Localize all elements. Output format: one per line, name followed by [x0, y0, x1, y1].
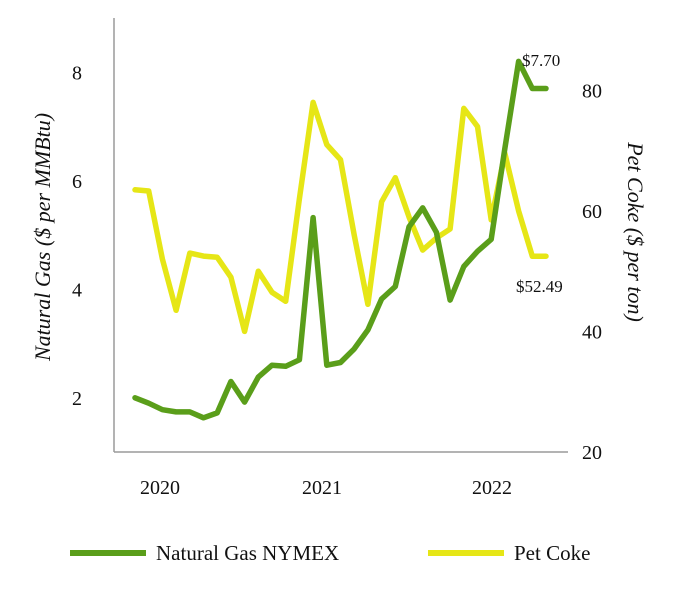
legend-label-pet-coke: Pet Coke: [514, 541, 590, 565]
x-tick-label: 2020: [140, 477, 180, 499]
x-tick-label: 2021: [302, 477, 342, 499]
y-left-tick-label: 2: [72, 388, 82, 410]
series-lines: [132, 58, 549, 421]
axes: [113, 18, 568, 453]
y-right-ticks: 20 40 60 80: [582, 80, 602, 464]
y-left-ticks: 2 4 6 8: [72, 62, 82, 410]
y-right-tick-label: 20: [582, 442, 602, 464]
y-right-axis-title: Pet Coke ($ per ton): [623, 141, 648, 322]
x-ticks: 2020 2021 2022: [140, 477, 512, 499]
y-right-tick-label: 40: [582, 321, 602, 343]
y-right-tick-label: 80: [582, 80, 602, 102]
y-left-tick-label: 4: [72, 279, 82, 301]
annotation-natural-gas-last: $7.70: [522, 51, 560, 70]
legend-label-natural-gas: Natural Gas NYMEX: [156, 541, 339, 565]
y-left-tick-label: 8: [72, 62, 82, 84]
y-left-tick-label: 6: [72, 171, 82, 193]
y-right-tick-label: 60: [582, 201, 602, 223]
y-left-axis-title: Natural Gas ($ per MMBtu): [30, 113, 55, 362]
annotation-pet-coke-last: $52.49: [516, 277, 563, 296]
x-tick-label: 2022: [472, 477, 512, 499]
series-line-natural-gas: [132, 58, 549, 421]
series-line-pet-coke: [132, 99, 549, 335]
legend: Natural Gas NYMEX Pet Coke: [70, 541, 590, 565]
